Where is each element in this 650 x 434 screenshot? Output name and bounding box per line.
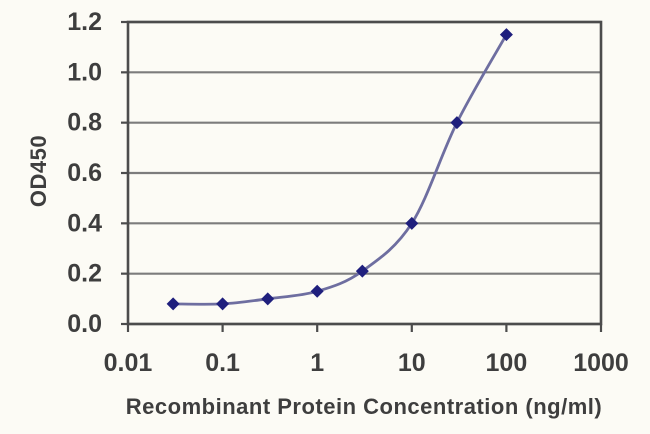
x-tick-label: 1 [310, 349, 324, 377]
x-tick-label: 0.01 [104, 349, 153, 377]
x-tick-label: 100 [486, 349, 528, 377]
x-axis-title: Recombinant Protein Concentration (ng/ml… [125, 394, 603, 419]
data-point-marker [166, 297, 180, 311]
y-axis-title: OD450 [26, 134, 51, 208]
y-tick-label: 1.2 [67, 8, 102, 36]
y-tick-label: 0.4 [67, 209, 102, 237]
plot-frame [126, 20, 603, 326]
data-point-marker [355, 264, 369, 278]
data-point-marker [216, 297, 230, 311]
y-tick-label: 0.0 [67, 310, 102, 338]
data-point-marker [261, 292, 275, 306]
y-tick-label: 1.0 [67, 58, 102, 86]
x-tick-label: 1000 [573, 349, 629, 377]
data-point-marker [405, 216, 419, 230]
x-tick-label: 10 [398, 349, 426, 377]
data-point-marker [310, 284, 324, 298]
y-tick-label: 0.8 [67, 109, 102, 137]
data-point-marker [450, 116, 464, 130]
y-tick-label: 0.2 [67, 260, 102, 288]
y-tick-label: 0.6 [67, 159, 102, 187]
x-tick-label: 0.1 [205, 349, 240, 377]
data-point-marker [499, 28, 513, 42]
